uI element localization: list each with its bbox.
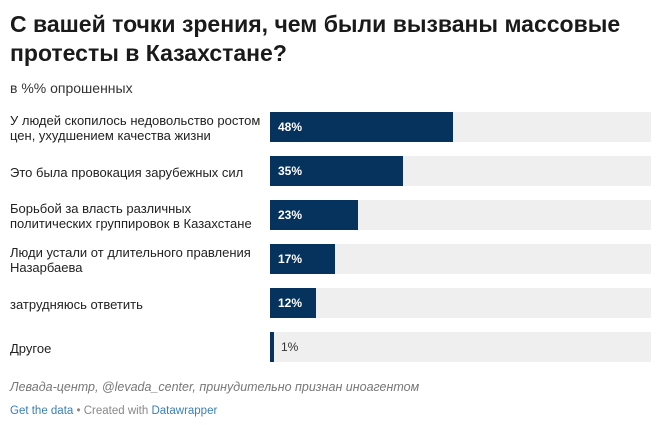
bar-row: Борьбой за власть различных политических… — [0, 194, 660, 238]
bar-track: 35% — [270, 156, 651, 186]
get-data-link[interactable]: Get the data — [10, 405, 74, 417]
value-label: 17% — [278, 252, 303, 266]
bar-track: 23% — [270, 200, 651, 230]
bar — [270, 244, 335, 274]
source-note: Левада-центр, @levada_center, принудител… — [10, 380, 420, 394]
bar-row: Люди устали от длительного правления Наз… — [0, 238, 660, 282]
bar-track: 17% — [270, 244, 651, 274]
value-label: 23% — [278, 208, 303, 222]
bar — [270, 112, 453, 142]
value-label: 48% — [278, 120, 303, 134]
bar-row: Другое 1% — [0, 326, 660, 370]
category-label: Другое — [10, 340, 52, 356]
chart-subtitle: в %% опрошенных — [10, 80, 133, 96]
bar — [270, 332, 274, 362]
category-label: Люди устали от длительного правления Наз… — [10, 245, 251, 275]
bar — [270, 156, 403, 186]
bar-row: затрудняюсь ответить 12% — [0, 282, 660, 326]
bar — [270, 288, 316, 318]
datawrapper-link[interactable]: Datawrapper — [151, 405, 218, 417]
category-label: затрудняюсь ответить — [10, 296, 143, 312]
bar-row: У людей скопилось недовольство ростом це… — [0, 106, 660, 150]
bar-track: 12% — [270, 288, 651, 318]
footer: Get the data • Created with Datawrapper — [10, 405, 217, 417]
category-label: Это была провокация зарубежных сил — [10, 164, 244, 180]
category-label: Борьбой за власть различных политических… — [10, 201, 252, 231]
value-label: 35% — [278, 164, 303, 178]
chart-title: С вашей точки зрения, чем были вызваны м… — [10, 11, 621, 66]
bar — [270, 200, 358, 230]
bar-row: Это была провокация зарубежных сил 35% — [0, 150, 660, 194]
bar-track: 1% — [270, 332, 651, 362]
value-label: 1% — [281, 340, 299, 354]
value-label: 12% — [278, 296, 303, 310]
category-label: У людей скопилось недовольство ростом це… — [10, 113, 261, 143]
bar-track: 48% — [270, 112, 651, 142]
footer-separator: • Created with — [73, 405, 152, 417]
bar-chart: У людей скопилось недовольство ростом це… — [0, 106, 660, 370]
